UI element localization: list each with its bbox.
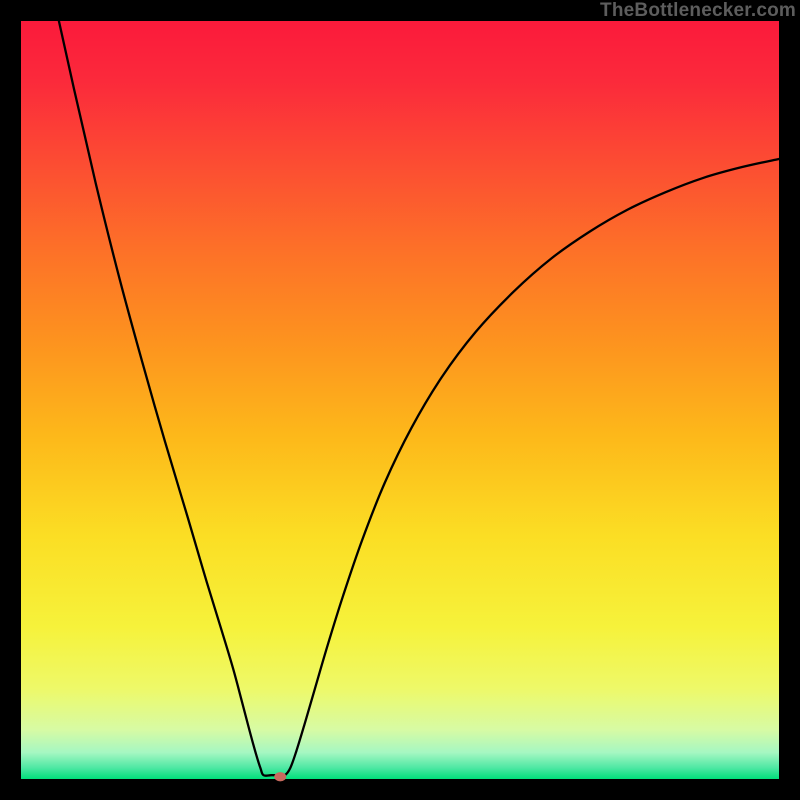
chart-container: TheBottlenecker.com bbox=[0, 0, 800, 800]
chart-background bbox=[21, 21, 779, 779]
minimum-marker bbox=[274, 772, 286, 781]
watermark-text: TheBottlenecker.com bbox=[600, 0, 796, 22]
bottleneck-curve-chart bbox=[0, 0, 800, 800]
